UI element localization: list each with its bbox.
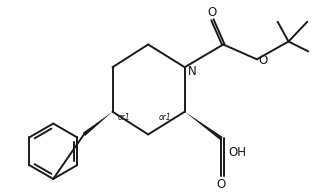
Text: O: O [208,6,217,19]
Text: or1: or1 [159,113,172,122]
Text: or1: or1 [117,113,130,122]
Text: N: N [188,65,196,78]
Text: OH: OH [228,146,246,159]
Text: O: O [217,178,226,191]
Polygon shape [83,112,113,136]
Polygon shape [185,112,222,140]
Text: O: O [259,54,268,67]
